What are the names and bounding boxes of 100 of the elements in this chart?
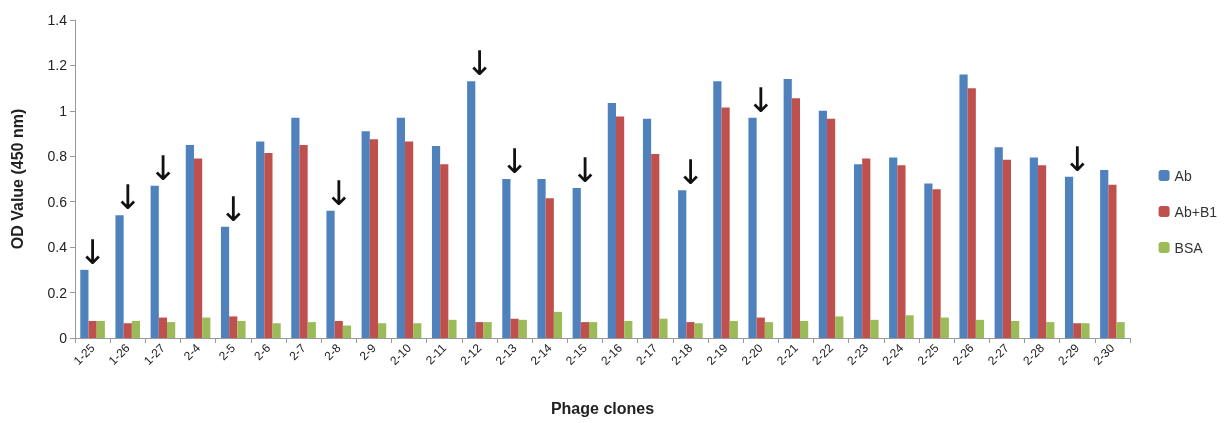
bar xyxy=(818,110,827,338)
bar xyxy=(1037,165,1047,338)
bar xyxy=(299,144,308,338)
x-tick-label: 2-7 xyxy=(286,340,309,364)
bar xyxy=(975,319,985,338)
annotation: ↓ xyxy=(746,79,775,120)
bar xyxy=(580,322,590,338)
bar xyxy=(800,320,809,338)
bar xyxy=(88,320,97,338)
bar xyxy=(1081,323,1090,338)
bar xyxy=(748,117,757,338)
bar xyxy=(835,316,844,338)
bar xyxy=(1046,322,1055,338)
bar xyxy=(870,319,879,338)
annotation: ↓ xyxy=(113,177,142,218)
y-tick-label: 0 xyxy=(59,330,68,346)
bar xyxy=(96,320,105,338)
bar xyxy=(959,74,968,338)
bar xyxy=(624,320,633,338)
bar xyxy=(686,322,695,338)
bar xyxy=(783,79,792,338)
bar xyxy=(607,102,616,338)
y-tick-label: 1.4 xyxy=(47,12,68,28)
annotation: ↓ xyxy=(324,172,353,213)
bar xyxy=(694,323,703,338)
bar xyxy=(413,323,422,338)
y-tick-label: 0.4 xyxy=(47,239,68,256)
bar xyxy=(361,131,370,338)
bar xyxy=(229,316,238,338)
bar xyxy=(553,311,563,338)
bar xyxy=(307,322,316,338)
bar xyxy=(396,117,405,338)
legend-label: BSA xyxy=(1174,239,1204,256)
annotation: ↓ xyxy=(465,43,494,84)
bar xyxy=(326,210,335,338)
annotation: ↓ xyxy=(500,141,529,181)
bar xyxy=(905,315,914,338)
y-tick-label: 0.6 xyxy=(47,193,68,210)
y-tick-label: 0.8 xyxy=(47,148,68,165)
bar xyxy=(131,320,141,338)
legend-label: Ab xyxy=(1174,167,1192,184)
bar xyxy=(80,269,89,338)
bar xyxy=(334,320,343,338)
bar xyxy=(369,139,379,338)
annotation: ↓ xyxy=(570,150,600,191)
y-tick-label: 1.2 xyxy=(47,57,68,74)
bar xyxy=(537,179,546,338)
bar xyxy=(483,322,492,338)
bar xyxy=(123,323,132,338)
bar xyxy=(467,81,476,338)
bar xyxy=(510,318,519,338)
bar xyxy=(932,189,941,338)
bar xyxy=(272,323,281,338)
bar xyxy=(264,152,273,338)
bar xyxy=(659,318,668,338)
x-tick-label: 2-9 xyxy=(356,340,380,364)
bar xyxy=(342,325,352,338)
x-tick-label: 2-11 xyxy=(422,340,450,368)
bar xyxy=(853,164,863,338)
bar xyxy=(167,322,176,338)
bar xyxy=(431,146,441,338)
x-axis-title: Phage clones xyxy=(550,399,655,417)
bar xyxy=(1029,157,1038,338)
bar xyxy=(729,320,738,338)
bar xyxy=(826,118,836,338)
bar xyxy=(237,320,246,338)
bar xyxy=(404,141,414,338)
annotation: ↓ xyxy=(78,231,107,272)
x-tick-label: 2-4 xyxy=(180,340,204,364)
bar xyxy=(1100,169,1109,338)
bar xyxy=(721,107,730,338)
bar xyxy=(572,188,581,338)
bar xyxy=(545,198,554,338)
bar xyxy=(1116,322,1125,338)
y-tick-label: 0.2 xyxy=(47,284,68,301)
bar xyxy=(713,81,722,338)
bar xyxy=(1108,184,1117,338)
bar xyxy=(448,319,457,338)
bar xyxy=(1011,320,1020,338)
bar xyxy=(220,226,230,338)
bar xyxy=(967,88,976,338)
bar xyxy=(897,165,906,338)
bar xyxy=(378,323,387,338)
bar xyxy=(202,317,211,338)
bar xyxy=(518,319,527,338)
annotation: ↓ xyxy=(219,188,248,229)
bar xyxy=(889,157,898,338)
x-tick-label: 2-21 xyxy=(774,340,802,368)
y-tick-label: 1 xyxy=(59,102,68,119)
bar xyxy=(756,317,765,338)
legend-label: Ab+B1 xyxy=(1174,203,1218,220)
bar xyxy=(791,98,801,338)
bar xyxy=(440,164,449,338)
bar xyxy=(764,322,774,338)
bar xyxy=(256,141,265,338)
x-tick-label: 2-6 xyxy=(251,340,274,364)
x-tick-label: 2-5 xyxy=(216,340,239,364)
bar xyxy=(150,185,159,338)
y-axis-title: OD Value (450 nm) xyxy=(8,108,26,250)
annotation: ↓ xyxy=(1063,138,1092,179)
